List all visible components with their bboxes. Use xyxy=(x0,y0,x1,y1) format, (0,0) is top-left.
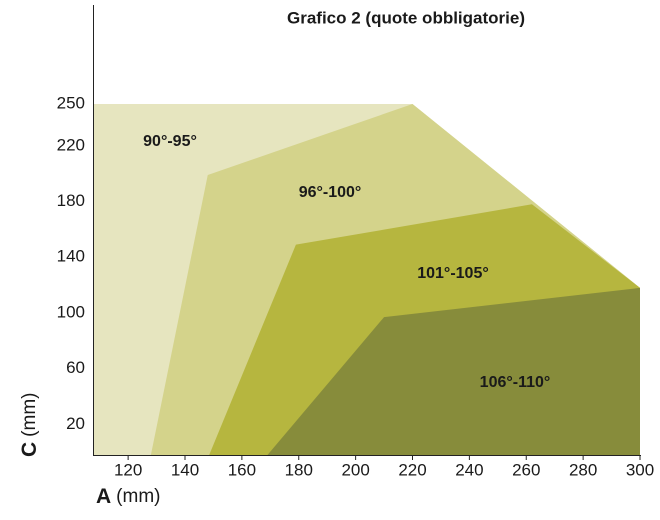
y-tick-label: 100 xyxy=(57,302,85,321)
x-tick-label: 260 xyxy=(512,460,540,479)
y-tick-label: 60 xyxy=(66,358,85,377)
region-label: 101°-105° xyxy=(417,265,489,282)
x-tick-label: 300 xyxy=(626,460,654,479)
x-axis-letter: A xyxy=(96,485,111,508)
region xyxy=(267,287,640,455)
y-tick-label: 250 xyxy=(57,93,85,112)
regions xyxy=(94,104,640,455)
y-axis-unit: (mm) xyxy=(19,393,40,437)
x-tick-label: 180 xyxy=(285,460,313,479)
region-label: 90°-95° xyxy=(143,133,197,150)
x-tick-label: 280 xyxy=(569,460,597,479)
x-tick-label: 140 xyxy=(171,460,199,479)
x-tick-label: 120 xyxy=(114,460,142,479)
x-tick-label: 240 xyxy=(455,460,483,479)
y-tick-label: 140 xyxy=(57,247,85,266)
y-tick-label: 220 xyxy=(57,135,85,154)
x-tick-label: 220 xyxy=(398,460,426,479)
y-tick-label: 180 xyxy=(57,191,85,210)
x-axis-unit: (mm) xyxy=(116,486,160,507)
x-tick-label: 200 xyxy=(341,460,369,479)
y-axis-label: C (mm) xyxy=(18,393,41,457)
x-axis-label: A (mm) xyxy=(96,485,160,508)
y-tick-label: 20 xyxy=(66,414,85,433)
chart-title: Grafico 2 (quote obbligatorie) xyxy=(287,8,525,27)
region-label: 96°-100° xyxy=(299,184,362,201)
y-axis-letter: C xyxy=(18,442,41,457)
region-label: 106°-110° xyxy=(480,374,551,391)
x-tick-label: 160 xyxy=(228,460,256,479)
